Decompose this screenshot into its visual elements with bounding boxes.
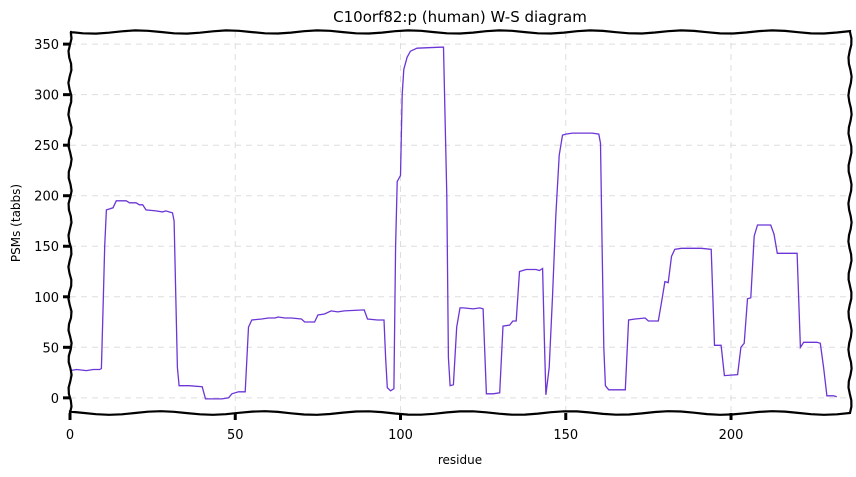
y-tick-label: 200 [34, 190, 59, 205]
y-tick-label: 250 [34, 139, 59, 154]
x-tick-label: 100 [388, 428, 413, 443]
series-line [69, 46, 837, 400]
chart-title: C10orf82:p (human) W-S diagram [333, 8, 587, 26]
ticks: 0 50 100 150 200 0 50 100 150 200 250 300 350 [34, 38, 743, 443]
y-tick-label: 100 [34, 291, 59, 306]
y-axis-label: PSMs (tabbs) [9, 184, 23, 262]
y-tick-label: 50 [42, 341, 59, 356]
x-axis-label: residue [438, 453, 482, 467]
x-tick-label: 0 [66, 428, 74, 443]
y-tick-label: 350 [34, 38, 59, 53]
x-tick-label: 50 [227, 428, 244, 443]
plot-frame [67, 29, 853, 416]
y-tick-label: 150 [34, 240, 59, 255]
y-tick-label: 300 [34, 89, 59, 104]
series-layer [69, 46, 837, 400]
x-tick-label: 200 [719, 428, 744, 443]
x-tick-label: 150 [553, 428, 578, 443]
grid [69, 32, 850, 413]
y-tick-label: 0 [51, 392, 59, 407]
